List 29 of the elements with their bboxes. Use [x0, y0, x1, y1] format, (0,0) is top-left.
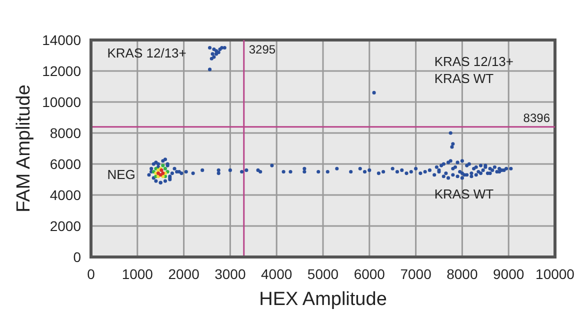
y-tick-label: 8000 — [50, 124, 82, 141]
y-tick-label: 14000 — [42, 32, 82, 48]
x-tick-label: 3000 — [214, 266, 246, 282]
y-tick-label: 12000 — [42, 62, 82, 79]
y-axis-title: FAM Amplitude — [14, 84, 35, 212]
x-tick-label: 7000 — [400, 266, 432, 282]
ref-line-label: 8396 — [523, 110, 550, 125]
annotation: KRAS 12/13+ — [107, 45, 186, 60]
x-tick-label: 9000 — [493, 266, 524, 282]
x-tick-label: 0 — [87, 266, 96, 282]
x-tick-label: 2000 — [168, 266, 200, 282]
x-tick-label: 5000 — [307, 266, 339, 282]
annotation: KRAS WT — [434, 186, 494, 202]
y-tick-label: 4000 — [50, 186, 82, 203]
x-tick-label: 4000 — [261, 266, 292, 282]
annotation: NEG — [107, 166, 136, 182]
x-tick-label: 6000 — [354, 266, 386, 282]
point — [161, 164, 165, 168]
y-tick-label: 2000 — [50, 218, 82, 234]
point — [163, 166, 168, 170]
x-tick-label: 10000 — [536, 266, 575, 282]
ref-line-label: 3295 — [248, 42, 276, 57]
y-tick-label: 0 — [73, 248, 82, 265]
annotation: KRAS 12/13+ KRAS WT — [434, 54, 514, 86]
x-tick-label: 1000 — [122, 266, 154, 282]
x-axis-title: HEX Amplitude — [259, 289, 387, 310]
y-tick-label: 6000 — [50, 156, 82, 172]
y-tick-label: 10000 — [42, 94, 82, 110]
x-tick-label: 8000 — [446, 266, 478, 282]
